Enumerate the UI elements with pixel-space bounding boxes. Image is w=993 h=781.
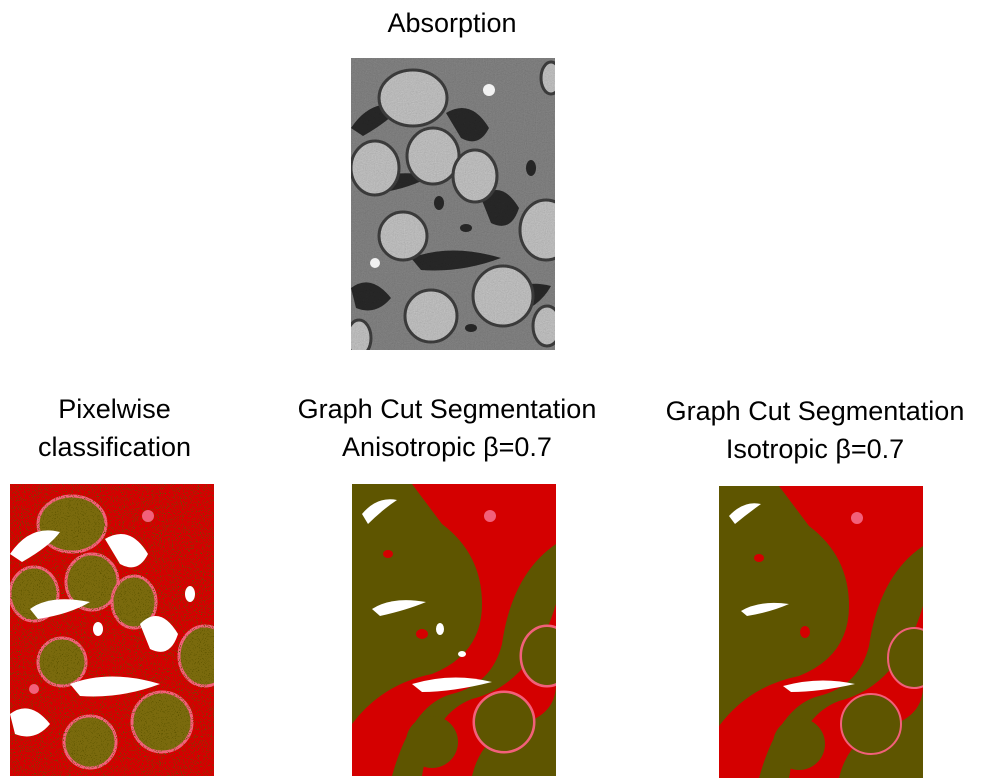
absorption-title: Absorption: [352, 4, 552, 42]
pixelwise-title: Pixelwise classification: [12, 390, 217, 466]
pixelwise-title-line-2: classification: [37, 432, 192, 462]
isotropic-title: Graph Cut Segmentation Isotropic β=0.7: [640, 392, 990, 468]
anisotropic-title: Graph Cut Segmentation Anisotropic β=0.7: [272, 390, 622, 466]
absorption-image: [351, 58, 555, 350]
isotropic-title-line-2: Isotropic β=0.7: [725, 434, 905, 464]
anisotropic-segmentation-image: [352, 484, 556, 776]
anisotropic-title-line-2: Anisotropic β=0.7: [342, 432, 552, 462]
isotropic-segmentation-image: [719, 486, 923, 778]
anisotropic-title-line-1: Graph Cut Segmentation: [297, 394, 597, 424]
absorption-title-line-1: Absorption: [387, 8, 517, 38]
isotropic-title-line-1: Graph Cut Segmentation: [665, 396, 965, 426]
pixelwise-segmentation-image: [10, 484, 214, 776]
pixelwise-title-line-1: Pixelwise: [58, 394, 171, 424]
